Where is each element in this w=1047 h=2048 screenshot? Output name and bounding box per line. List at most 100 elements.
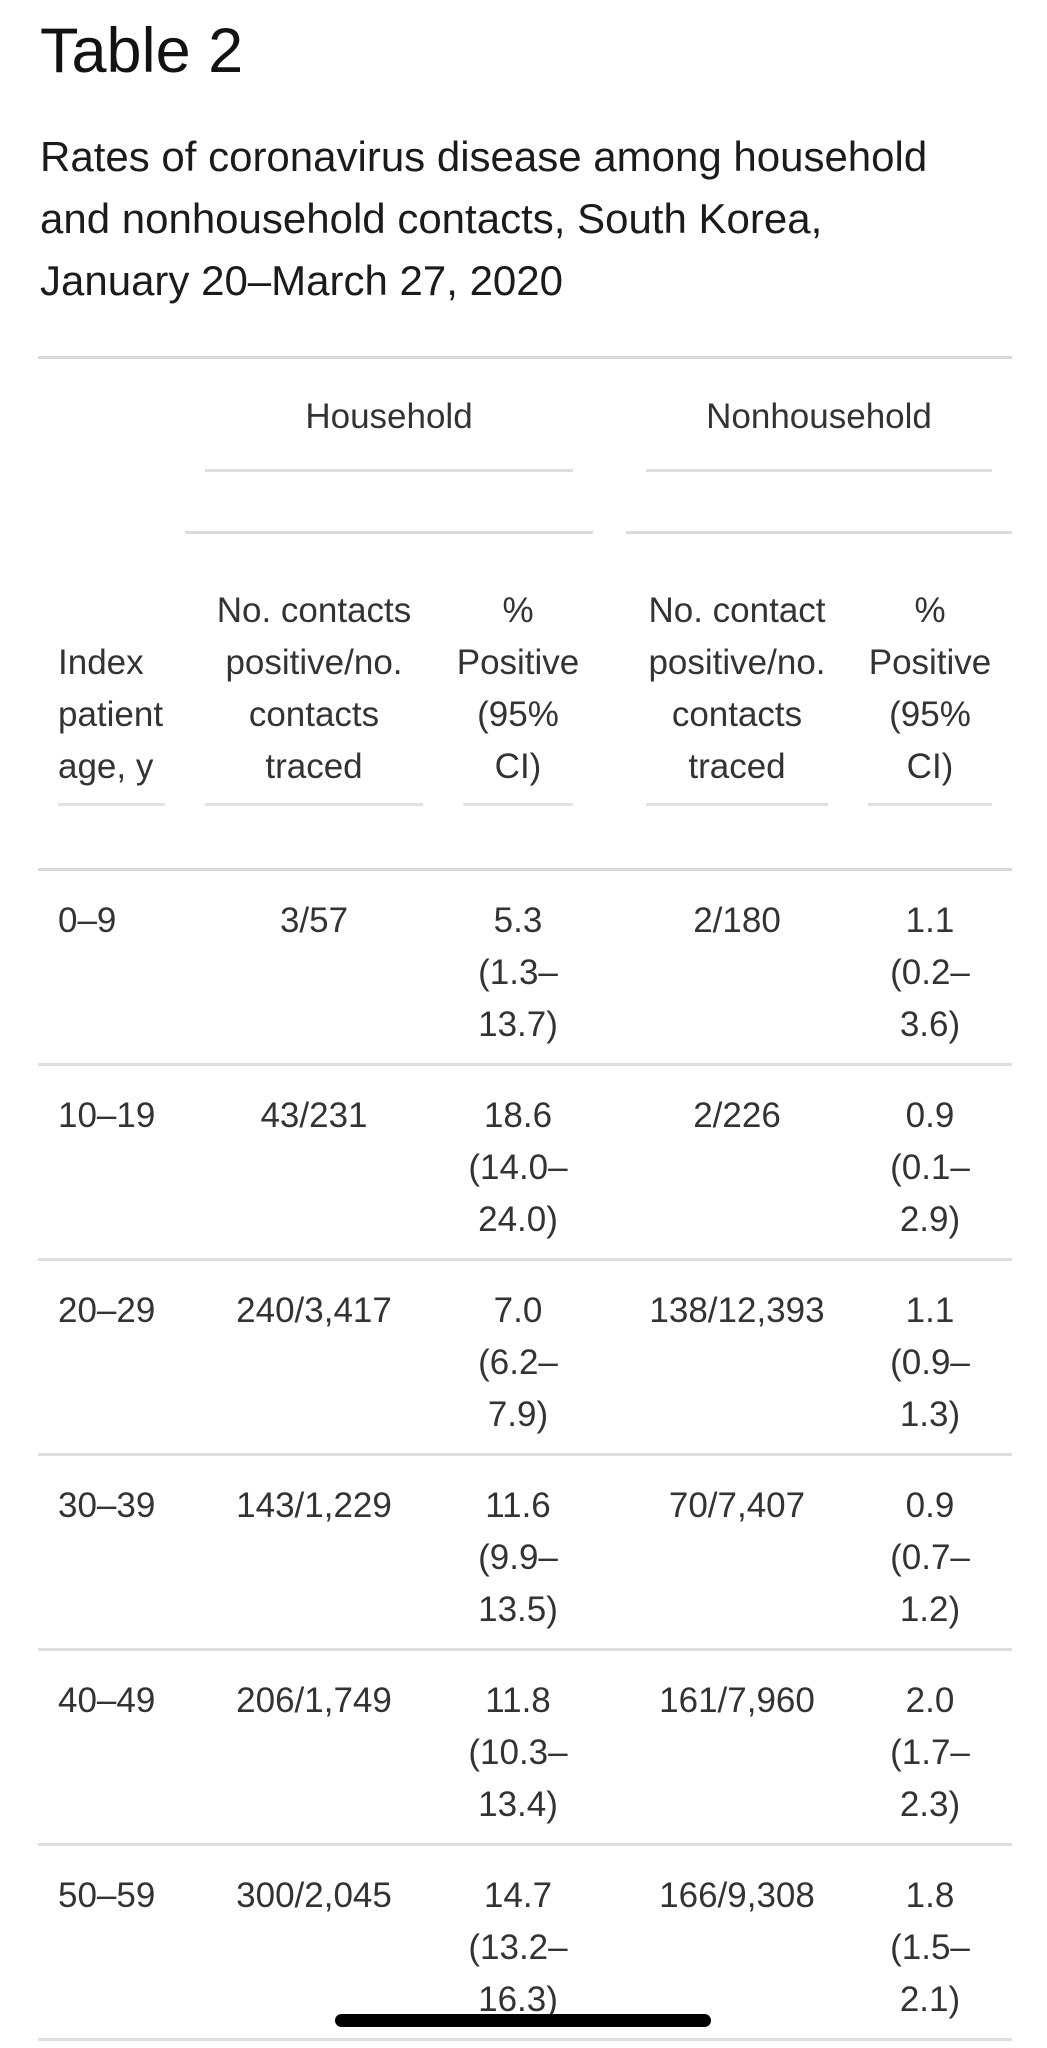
column-header-nonhousehold-ratio: No. contact positive/no. contacts traced — [626, 534, 848, 806]
cell-household-ratio: 240/3,417 — [236, 1291, 392, 1330]
cell-nonhousehold-ratio: 2/226 — [693, 1096, 781, 1135]
data-table[interactable]: Household Nonhousehold Index patient age, … — [38, 356, 1012, 2041]
cell-household-pct: 11.6 (9.9– 13.5) — [443, 1480, 593, 1648]
cell-line: (13.2– — [468, 1928, 568, 1967]
table-top-rule — [38, 356, 1012, 359]
cell-line: 13.5) — [478, 1590, 558, 1629]
cell-nonhousehold-ratio: 166/9,308 — [659, 1876, 815, 1915]
cell-nonhousehold-ratio: 138/12,393 — [649, 1291, 825, 1330]
group-underline — [646, 469, 992, 472]
header-underline — [463, 803, 573, 806]
cell-line: 11.8 — [485, 1681, 551, 1720]
cell-line: (95% — [477, 695, 559, 734]
cell-line: No. contacts — [216, 591, 412, 630]
cell-line: Rates of coronavirus disease among house… — [40, 133, 928, 180]
cell-household-pct: 5.3 (1.3– 13.7) — [443, 895, 593, 1063]
cell-nonhousehold-ratio: 161/7,960 — [659, 1681, 815, 1720]
column-header-age: Index patient age, y — [38, 534, 185, 806]
cell-household-ratio: 43/231 — [260, 1096, 368, 1135]
cell-index-age: 0–9 — [58, 901, 117, 940]
group-underline — [205, 469, 573, 472]
cell-nonhousehold-ratio: 2/180 — [693, 901, 781, 940]
cell-line: 1.1 — [905, 901, 955, 940]
cell-index-age: 30–39 — [58, 1486, 156, 1525]
cell-line: 7.9) — [487, 1395, 549, 1434]
cell-line: No. contact — [648, 591, 826, 630]
cell-nonhousehold-pct: 1.1 (0.9– 1.3) — [848, 1285, 1012, 1453]
column-header-nonhousehold-pct: % Positive (95% CI) — [848, 534, 1012, 806]
cell-line: 18.6 — [483, 1096, 553, 1135]
cell-line: (0.2– — [890, 953, 970, 992]
cell-line: 0.9 — [905, 1096, 955, 1135]
table-caption: Rates of coronavirus disease among house… — [40, 126, 1012, 312]
cell-line: (0.9– — [890, 1343, 970, 1382]
cell-line: 13.4) — [478, 1785, 558, 1824]
group-header-nonhousehold: Nonhousehold — [626, 359, 1012, 534]
cell-household-pct: 14.7 (13.2– 16.3) — [443, 1870, 593, 2038]
column-gap — [593, 534, 626, 806]
cell-line: January 20–March 27, 2020 — [40, 257, 564, 304]
cell-household-pct: 7.0 (6.2– 7.9) — [443, 1285, 593, 1453]
cell-index-age: 20–29 — [58, 1291, 156, 1330]
cell-line: (6.2– — [478, 1343, 558, 1382]
cell-index-age: 10–19 — [58, 1096, 156, 1135]
column-header-household-pct: % Positive (95% CI) — [443, 534, 593, 806]
column-gap — [593, 1480, 626, 1648]
header-underline — [205, 803, 423, 806]
table-row: 20–29 240/3,417 7.0 (6.2– 7.9) 138/12,393 … — [38, 1261, 1012, 1456]
cell-line: (1.5– — [890, 1928, 970, 1967]
cell-line: 7.0 — [493, 1291, 543, 1330]
group-label-nonhousehold: Nonhousehold — [706, 397, 932, 436]
cell-line: (0.1– — [890, 1148, 970, 1187]
cell-line: 1.3) — [899, 1395, 961, 1434]
cell-line: 1.1 — [905, 1291, 955, 1330]
column-header-row: Index patient age, y No. contacts positive/… — [38, 534, 1012, 806]
horizontal-scrollbar-thumb[interactable] — [335, 2014, 711, 2027]
cell-line: (9.9– — [478, 1538, 558, 1577]
group-gap — [593, 359, 626, 534]
cell-line: contacts — [248, 695, 380, 734]
cell-line: 16.3) — [478, 1980, 558, 2019]
cell-line: 14.7 — [483, 1876, 553, 1915]
cell-line: (1.3– — [478, 953, 558, 992]
group-header-row: Household Nonhousehold — [38, 359, 1012, 534]
cell-index-age: 40–49 — [58, 1681, 156, 1720]
group-header-spacer — [38, 359, 185, 534]
cell-index-age: 50–59 — [58, 1876, 156, 1915]
cell-household-ratio: 206/1,749 — [236, 1681, 392, 1720]
cell-nonhousehold-pct: 1.1 (0.2– 3.6) — [848, 895, 1012, 1063]
column-gap — [593, 1870, 626, 2038]
cell-line: traced — [265, 747, 363, 786]
cell-household-pct: 11.8 (10.3– 13.4) — [443, 1675, 593, 1843]
cell-line: Index — [58, 643, 144, 682]
cell-line: CI) — [906, 747, 954, 786]
header-underline — [868, 803, 992, 806]
cell-nonhousehold-pct: 0.9 (0.1– 2.9) — [848, 1090, 1012, 1258]
cell-line: Positive — [868, 643, 992, 682]
header-bottom-rule — [38, 868, 1012, 871]
cell-household-ratio: 3/57 — [279, 901, 349, 940]
group-label-household: Household — [305, 397, 473, 436]
cell-line: positive/no. — [225, 643, 403, 682]
column-gap — [593, 1090, 626, 1258]
table-body: 0–9 3/57 5.3 (1.3– 13.7) 2/180 1.1 (0.2– 3.6… — [38, 871, 1012, 2041]
cell-line: 24.0) — [478, 1200, 558, 1239]
cell-line: (0.7– — [890, 1538, 970, 1577]
cell-line: 13.7) — [478, 1005, 558, 1044]
cell-line: CI) — [494, 747, 542, 786]
table-row: 0–9 3/57 5.3 (1.3– 13.7) 2/180 1.1 (0.2– 3.6… — [38, 871, 1012, 1066]
table-row: 50–59 300/2,045 14.7 (13.2– 16.3) 166/9,30… — [38, 1846, 1012, 2041]
cell-line: and nonhousehold contacts, South Korea, — [40, 195, 823, 242]
cell-household-ratio: 300/2,045 — [236, 1876, 392, 1915]
cell-line: 1.2) — [899, 1590, 961, 1629]
group-header-household: Household — [185, 359, 593, 534]
column-header-household-ratio: No. contacts positive/no. contacts traced — [185, 534, 443, 806]
cell-line: (95% — [889, 695, 971, 734]
table-row: 40–49 206/1,749 11.8 (10.3– 13.4) 161/7,96… — [38, 1651, 1012, 1846]
column-gap — [593, 1285, 626, 1453]
cell-household-ratio: 143/1,229 — [236, 1486, 392, 1525]
header-underline — [646, 803, 828, 806]
cell-line: (1.7– — [890, 1733, 970, 1772]
table-row: 30–39 143/1,229 11.6 (9.9– 13.5) 70/7,407 … — [38, 1456, 1012, 1651]
